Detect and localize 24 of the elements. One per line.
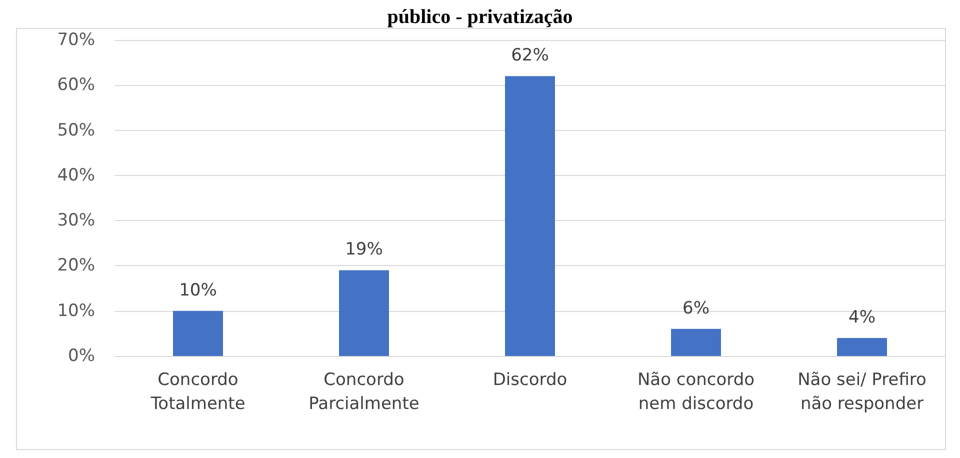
data-label: 19% — [345, 240, 383, 260]
bar — [505, 76, 555, 356]
y-tick-label: 0% — [68, 346, 95, 366]
y-tick-label: 40% — [57, 165, 95, 186]
y-tick-label: 20% — [57, 256, 95, 276]
x-tick-label: Concordo Parcialmente — [308, 370, 420, 414]
y-tick-label: 10% — [57, 300, 95, 321]
chart-title: público - privatização — [387, 6, 573, 28]
bar — [173, 310, 223, 356]
x-tick-label: Concordo Totalmente — [150, 370, 246, 414]
y-tick-label: 50% — [57, 120, 95, 140]
x-tick-label: Não sei/ Prefiro não responder — [798, 370, 926, 414]
bar — [339, 270, 389, 356]
y-tick-label: 70% — [57, 30, 95, 50]
y-tick-label: 30% — [57, 210, 95, 231]
data-label: 10% — [179, 280, 217, 300]
bar — [837, 338, 887, 356]
data-label: 6% — [682, 298, 710, 318]
data-label: 4% — [848, 307, 876, 328]
bar — [671, 328, 721, 356]
x-tick-label: Não concordo nem discordo — [637, 370, 755, 414]
x-tick-label: Discordo — [492, 370, 568, 390]
data-label: 62% — [511, 46, 549, 66]
y-tick-label: 60% — [57, 75, 95, 96]
